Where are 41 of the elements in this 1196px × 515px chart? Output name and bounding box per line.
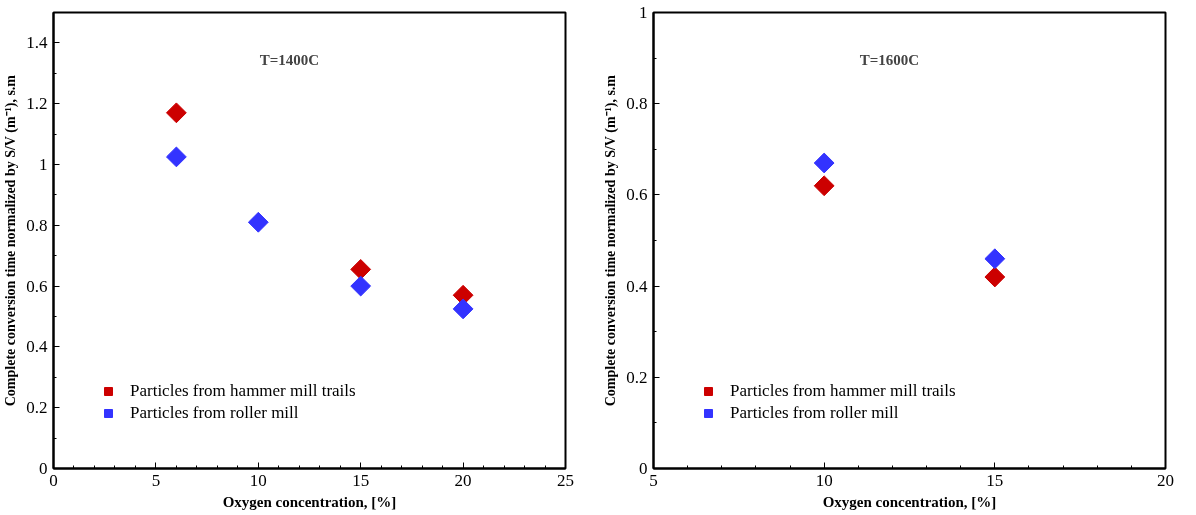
legend-label: Particles from roller mill (130, 403, 299, 423)
x-tick-label: 20 (454, 470, 472, 490)
y-tick-label: 1.4 (26, 33, 48, 53)
y-tick-label: 0.2 (626, 367, 648, 387)
x-tick-label: 25 (557, 470, 574, 490)
point (247, 211, 269, 233)
x-tick-label: 20 (1157, 470, 1174, 490)
point (813, 152, 835, 174)
y-tick-label: 1 (639, 3, 648, 22)
x-tick-label: 5 (649, 470, 658, 490)
x-tick-label: 10 (249, 470, 267, 490)
x-tick-label: 5 (151, 470, 161, 490)
legend-label: Particles from roller mill (730, 403, 899, 423)
y-tick-label: 1.2 (26, 94, 48, 114)
point (165, 146, 187, 168)
y-tick-label: 0.8 (26, 215, 48, 235)
y-tick-label: 0.6 (626, 185, 648, 205)
annotation: T=1600C (859, 51, 920, 68)
y-tick-label: 0.2 (26, 398, 48, 418)
annotation: T=1400C (259, 51, 320, 68)
point (452, 298, 474, 320)
y-axis-title: Complete conversion time normalized by S/V (m⁻¹), s.m (603, 74, 620, 407)
y-tick-label: 0.4 (26, 337, 48, 357)
legend-label: Particles from hammer mill trails (130, 381, 356, 401)
legend-label: Particles from hammer mill trails (730, 381, 956, 401)
y-tick-label: 0.8 (626, 94, 648, 114)
point (984, 266, 1006, 288)
y-tick-label: 0.6 (26, 276, 48, 296)
y-tick-label: 1 (39, 155, 48, 174)
y-axis-title: Complete conversion time normalized by S/V (m⁻¹), s.m (3, 74, 20, 407)
x-tick-label: 15 (352, 470, 370, 490)
point (350, 258, 372, 280)
point (165, 102, 187, 124)
y-tick-label: 0.4 (626, 276, 648, 296)
point (350, 275, 372, 297)
x-tick-label: 10 (815, 470, 833, 490)
x-tick-label: 15 (986, 470, 1004, 490)
x-axis-title: Oxygen concentration, [%] (822, 493, 997, 510)
point (813, 175, 835, 197)
point (984, 248, 1006, 270)
x-axis-title: Oxygen concentration, [%] (222, 493, 397, 510)
